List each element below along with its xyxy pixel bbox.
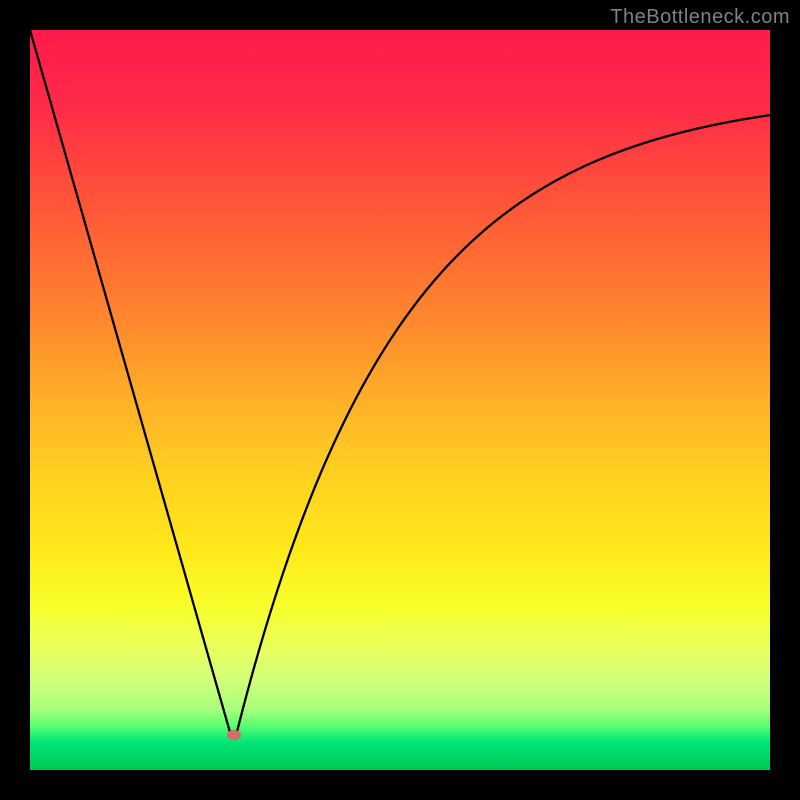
minimum-marker-dot (227, 730, 241, 740)
bottleneck-curve (30, 30, 770, 770)
plot-frame (30, 30, 770, 770)
watermark-text: TheBottleneck.com (610, 6, 790, 29)
